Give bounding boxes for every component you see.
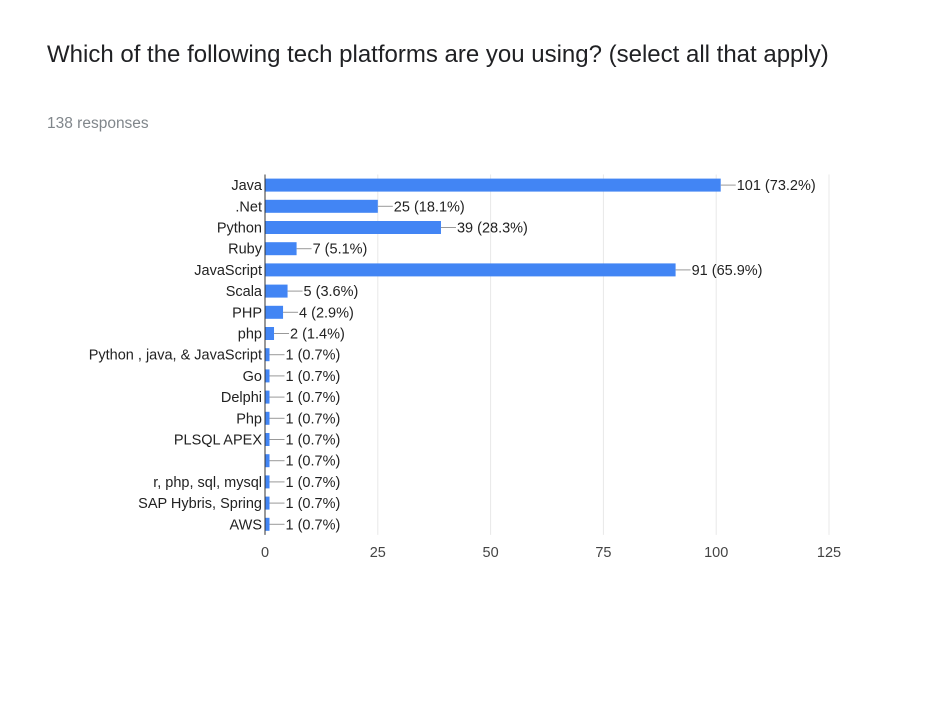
x-tick-label: 125 bbox=[817, 545, 841, 561]
x-tick-label: 25 bbox=[370, 545, 386, 561]
bar bbox=[265, 199, 378, 213]
data-label: 1 (0.7%) bbox=[286, 411, 341, 427]
bar bbox=[265, 369, 270, 383]
category-label: Ruby bbox=[228, 242, 263, 258]
x-tick-label: 100 bbox=[704, 545, 728, 561]
bars bbox=[265, 178, 721, 531]
bar bbox=[265, 390, 270, 404]
data-label: 1 (0.7%) bbox=[286, 517, 341, 533]
bar bbox=[265, 454, 270, 468]
category-label: AWS bbox=[230, 517, 263, 533]
data-label: 5 (3.6%) bbox=[304, 284, 359, 300]
grid-lines bbox=[377, 174, 830, 535]
bar bbox=[265, 327, 275, 340]
bar bbox=[265, 517, 270, 531]
x-tick-label: 75 bbox=[595, 545, 611, 561]
category-label: Scala bbox=[226, 284, 263, 300]
response-count: 138 responses bbox=[47, 115, 149, 132]
x-tick-label: 0 bbox=[261, 545, 269, 561]
category-label: Java bbox=[231, 178, 263, 194]
bar bbox=[265, 411, 270, 425]
bar bbox=[265, 475, 270, 489]
data-label: 91 (65.9%) bbox=[692, 263, 763, 279]
category-label: Php bbox=[236, 411, 262, 427]
data-label: 101 (73.2%) bbox=[737, 178, 816, 194]
category-label: Delphi bbox=[221, 390, 262, 406]
labels: Java 101 (73.2%) .Net 25 (18.1%) Python 39 (2… bbox=[89, 178, 816, 533]
question-title: Which of the following tech platforms ar… bbox=[47, 41, 829, 68]
data-label: 1 (0.7%) bbox=[286, 369, 341, 385]
data-label: 1 (0.7%) bbox=[286, 496, 341, 512]
bar bbox=[265, 284, 288, 298]
data-label: 39 (28.3%) bbox=[457, 221, 528, 237]
x-tick-label: 50 bbox=[483, 545, 499, 561]
bar bbox=[265, 433, 270, 446]
category-label: Python bbox=[217, 221, 262, 237]
bar bbox=[265, 221, 441, 234]
data-label: 1 (0.7%) bbox=[286, 475, 341, 491]
bar bbox=[265, 305, 284, 319]
data-label: 4 (2.9%) bbox=[299, 305, 354, 321]
data-label: 1 (0.7%) bbox=[286, 348, 341, 364]
data-label: 2 (1.4%) bbox=[290, 327, 345, 343]
data-label: 1 (0.7%) bbox=[286, 433, 341, 449]
category-label: PHP bbox=[232, 305, 262, 321]
data-label: 25 (18.1%) bbox=[394, 199, 465, 215]
category-label: .Net bbox=[235, 199, 262, 215]
category-label: JavaScript bbox=[194, 263, 262, 279]
category-label: Python , java, & JavaScript bbox=[89, 348, 262, 364]
data-label: 7 (5.1%) bbox=[313, 242, 368, 258]
category-label: Go bbox=[243, 369, 262, 385]
category-label: r, php, sql, mysql bbox=[153, 475, 262, 491]
data-label: 1 (0.7%) bbox=[286, 390, 341, 406]
category-label: SAP Hybris, Spring bbox=[138, 496, 262, 512]
category-label: php bbox=[238, 327, 262, 343]
bar bbox=[265, 178, 721, 192]
bar bbox=[265, 242, 297, 256]
category-label: PLSQL APEX bbox=[174, 433, 262, 449]
bar bbox=[265, 496, 270, 510]
data-label: 1 (0.7%) bbox=[286, 454, 341, 470]
axes: 0 25 50 75 100 125 bbox=[261, 174, 841, 561]
bar bbox=[265, 263, 676, 277]
bar bbox=[265, 348, 270, 362]
